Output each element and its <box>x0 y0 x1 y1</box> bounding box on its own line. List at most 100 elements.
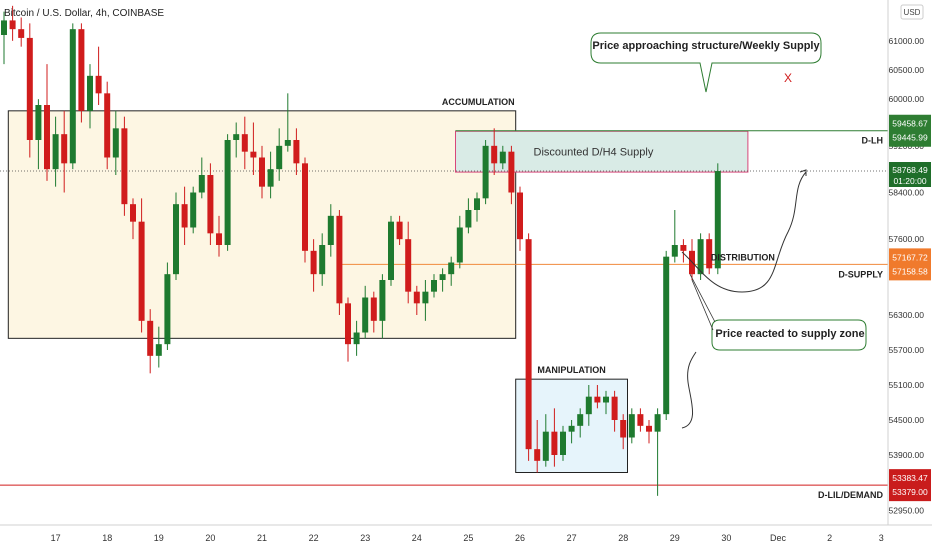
candle-body <box>388 221 394 280</box>
candle-body <box>508 151 515 193</box>
candle-body <box>577 414 584 426</box>
last-price-countdown: 01:20:00 <box>893 176 926 186</box>
callout-pointer-line <box>689 273 716 323</box>
candle-body <box>319 245 326 275</box>
candle-body <box>35 105 42 140</box>
candles-layer <box>1 5 721 496</box>
callout-bottom-text: Price reacted to supply zone <box>715 328 864 340</box>
levels-layer: D-LH D-SUPPLY D-LIL/DEMAND <box>0 130 888 500</box>
manipulation-label: MANIPULATION <box>537 365 605 375</box>
callout-top-bubble[interactable] <box>590 32 822 93</box>
candle-body <box>87 75 93 111</box>
discounted-supply-label: Discounted D/H4 Supply <box>534 147 654 159</box>
candle-body <box>611 396 618 420</box>
x-mark: X <box>784 71 792 85</box>
candle-body <box>637 414 644 426</box>
candle-body <box>465 210 472 228</box>
candle-body <box>78 29 85 111</box>
symbol-title: Bitcoin / U.S. Dollar, 4h, COINBASE <box>4 8 164 19</box>
forecast-arrowhead-icon <box>799 169 807 176</box>
candle-body <box>9 20 16 30</box>
candle-body <box>568 425 575 432</box>
candle-body <box>241 134 248 152</box>
level-name-label: D-LH <box>862 136 884 146</box>
candle-body <box>1 20 7 35</box>
level-name-label: D-SUPPLY <box>838 269 883 279</box>
candle-body <box>482 145 489 199</box>
x-tick-label: 24 <box>412 533 422 543</box>
candle-body <box>164 274 171 345</box>
accumulation-zone <box>7 110 517 339</box>
y-tick-label: 52950.00 <box>889 505 925 515</box>
candle-body <box>585 396 592 415</box>
candle-body <box>353 332 360 345</box>
y-tick-label: 60000.00 <box>889 94 925 104</box>
price-tag-value: 57167.72 <box>892 252 928 262</box>
x-tick-label: 27 <box>567 533 577 543</box>
x-tick-label: 18 <box>102 533 112 543</box>
last-price-value: 58768.49 <box>892 165 928 175</box>
candle-body <box>680 245 687 251</box>
x-tick-label: 29 <box>670 533 680 543</box>
candle-body <box>293 140 300 164</box>
candle-body <box>130 204 136 222</box>
level-name-label: D-LIL/DEMAND <box>818 490 883 500</box>
x-tick-label: 19 <box>154 533 164 543</box>
candle-body <box>190 192 197 228</box>
y-tick-label: 55100.00 <box>889 380 925 390</box>
candle-body <box>147 320 154 356</box>
candle-body <box>620 420 627 438</box>
x-tick-label: Dec <box>770 533 787 543</box>
candle-body <box>697 239 704 275</box>
price-tag-value: 59445.99 <box>892 133 928 143</box>
forecast-curve <box>681 171 807 293</box>
candle-body <box>706 239 713 269</box>
candle-body <box>173 204 179 275</box>
x-tick-label: 25 <box>463 533 473 543</box>
candle-body <box>646 425 652 432</box>
candle-body <box>44 105 50 170</box>
callout-top-text: Price approaching structure/Weekly Suppl… <box>592 40 820 52</box>
candle-body <box>370 297 377 321</box>
y-tick-label: 60500.00 <box>889 65 925 75</box>
candle-body <box>284 140 291 146</box>
candle-body <box>345 303 351 345</box>
candle-body <box>121 128 128 205</box>
candle-body <box>250 151 257 158</box>
price-tag-bg <box>889 469 931 502</box>
candle-body <box>61 134 68 164</box>
price-tag: 53383.47 53379.00 <box>889 469 931 502</box>
price-tag-value: 59458.67 <box>892 119 928 129</box>
x-tick-label: 26 <box>515 533 525 543</box>
candle-body <box>181 204 188 228</box>
candle-body <box>112 128 119 158</box>
candle-body <box>155 344 162 356</box>
y-tick-labels: 52950.00 53900.00 54500.00 55100.00 55700.00… <box>889 36 925 516</box>
candle-body <box>310 250 317 275</box>
level-price-tags: 59458.67 59445.99 57167.72 57158.58 53383.47… <box>889 114 931 502</box>
candle-body <box>267 169 274 187</box>
callout-bottom-bubble[interactable] <box>711 319 867 351</box>
candle-body <box>69 29 76 164</box>
price-axis[interactable]: 52950.00 53900.00 54500.00 55100.00 55700.00… <box>887 0 932 525</box>
currency-badge[interactable] <box>900 4 924 20</box>
price-tag-value: 57158.58 <box>892 266 928 276</box>
candle-body <box>207 175 214 234</box>
time-axis[interactable]: 17 18 19 20 21 22 23 24 25 26 27 28 29 30 Dec 2 3 <box>0 524 932 550</box>
candle-body <box>431 280 437 292</box>
accumulation-label: ACCUMULATION <box>442 97 515 107</box>
price-tag-bg <box>889 248 931 281</box>
currency-label: USD <box>904 8 921 17</box>
candle-body <box>302 163 308 251</box>
price-tag-value: 53383.47 <box>892 473 928 483</box>
candle-body <box>327 215 334 245</box>
price-tag: 57167.72 57158.58 <box>889 248 931 281</box>
candle-body <box>259 157 265 187</box>
candle-body <box>654 414 661 432</box>
y-tick-label: 61000.00 <box>889 36 925 46</box>
y-tick-label: 54500.00 <box>889 415 925 425</box>
y-tick-label: 57600.00 <box>889 234 925 244</box>
candle-body <box>405 239 412 292</box>
candle-body <box>439 274 446 280</box>
